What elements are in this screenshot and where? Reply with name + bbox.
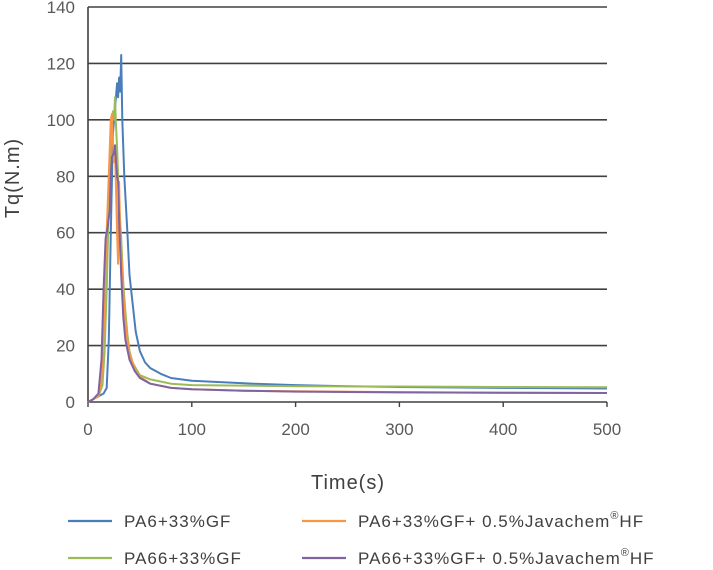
series-line-1 bbox=[87, 113, 608, 403]
legend: PA6+33%GF PA6+33%GF+ 0.5%Javachem®HF PA6… bbox=[68, 510, 655, 568]
legend-label-pa6-javachem: PA6+33%GF+ 0.5%Javachem®HF bbox=[358, 510, 644, 531]
x-tick-label: 0 bbox=[83, 420, 92, 439]
x-tick-label: 400 bbox=[489, 420, 517, 439]
x-axis-title: Time(s) bbox=[311, 472, 385, 494]
x-tick-label: 300 bbox=[385, 420, 413, 439]
y-axis-title: Tq(N.m) bbox=[2, 138, 24, 218]
tick-labels: 0 20 40 60 80 100 120 140 0 100 200 300 400 500 bbox=[47, 0, 622, 439]
legend-item-pa6-javachem: PA6+33%GF+ 0.5%Javachem®HF bbox=[302, 510, 644, 531]
legend-item-pa66: PA66+33%GF bbox=[68, 549, 242, 568]
y-tick-label: 0 bbox=[66, 393, 75, 412]
y-tick-label: 60 bbox=[56, 224, 75, 243]
x-tick-label: 500 bbox=[593, 420, 621, 439]
series-line-0 bbox=[87, 54, 608, 403]
x-tick-label: 100 bbox=[178, 420, 206, 439]
legend-item-pa6: PA6+33%GF bbox=[68, 512, 231, 531]
legend-label-pa6: PA6+33%GF bbox=[124, 512, 231, 531]
axes bbox=[87, 7, 608, 407]
y-tick-label: 20 bbox=[56, 337, 75, 356]
legend-label-pa66: PA66+33%GF bbox=[124, 549, 242, 568]
y-tick-label: 100 bbox=[47, 111, 75, 130]
gridlines bbox=[88, 6, 607, 347]
y-tick-label: 40 bbox=[56, 280, 75, 299]
legend-item-pa66-javachem: PA66+33%GF+ 0.5%Javachem®HF bbox=[302, 547, 655, 568]
x-tick-label: 200 bbox=[281, 420, 309, 439]
legend-label-pa66-javachem: PA66+33%GF+ 0.5%Javachem®HF bbox=[358, 547, 655, 568]
series-line-3 bbox=[87, 144, 608, 403]
y-tick-label: 80 bbox=[56, 167, 75, 186]
series-lines bbox=[87, 54, 608, 403]
y-tick-label: 140 bbox=[47, 0, 75, 17]
y-tick-label: 120 bbox=[47, 54, 75, 73]
series-line-2 bbox=[87, 96, 608, 403]
